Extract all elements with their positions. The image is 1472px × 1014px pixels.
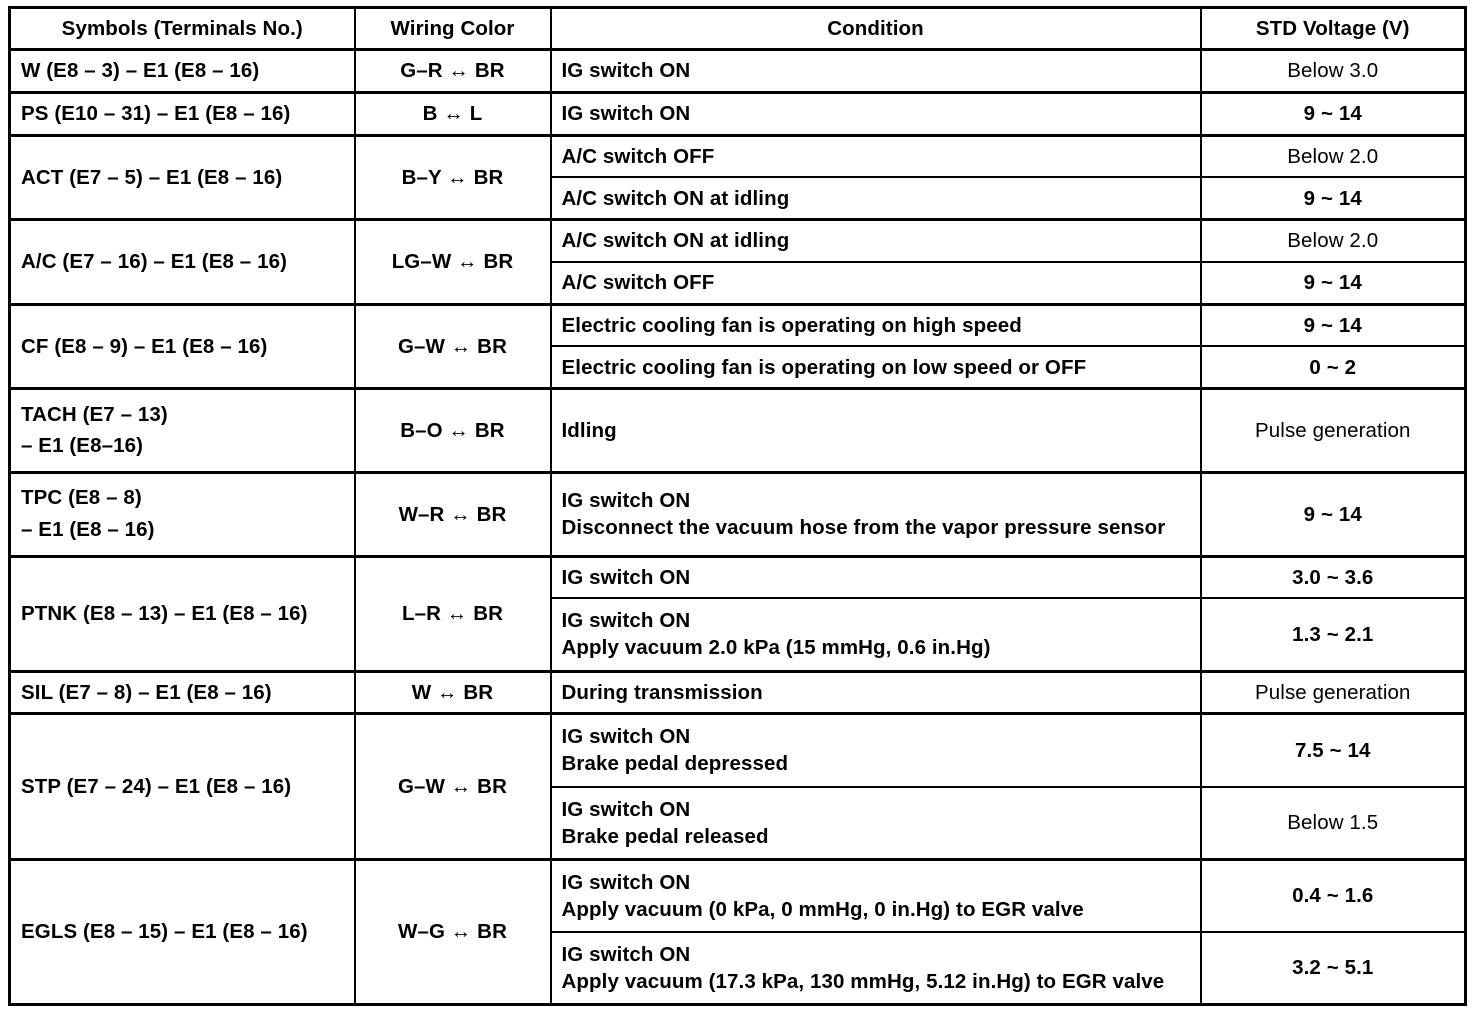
cell-condition: A/C switch OFF (549, 133, 1202, 179)
cell-wiring-color: G–W ↔ BR (353, 712, 552, 861)
cell-condition: IG switch ON Apply vacuum (17.3 kPa, 130… (549, 930, 1202, 1006)
table-row: A/C (E7 – 16) – E1 (E8 – 16) LG–W ↔ BR A/C… (8, 218, 1467, 306)
cell-symbol: PTNK (E8 – 13) – E1 (E8 – 16) (8, 554, 356, 673)
cell-condition: IG switch ON (549, 554, 1202, 600)
cell-std-voltage: Pulse generation (1199, 669, 1467, 715)
cell-condition: A/C switch OFF (549, 260, 1202, 306)
cell-std-voltage: 7.5 ~ 14 (1199, 712, 1467, 788)
cell-std-voltage: Below 3.0 (1199, 48, 1467, 94)
table-row: CF (E8 – 9) – E1 (E8 – 16) G–W ↔ BR Electr… (8, 302, 1467, 390)
table-row: IG switch ON Apply vacuum (17.3 kPa, 130… (10, 930, 1467, 1006)
cell-condition: Idling (549, 387, 1202, 474)
cell-wiring-color: B–O ↔ BR (353, 387, 552, 474)
cell-condition: A/C switch ON at idling (549, 218, 1202, 263)
cell-std-voltage: 0.4 ~ 1.6 (1199, 857, 1467, 933)
table-row: STP (E7 – 24) – E1 (E8 – 16) G–W ↔ BR IG s… (8, 712, 1467, 861)
table-row: IG switch ON Brake pedal released Below 1… (10, 785, 1467, 861)
header-row: Symbols (Terminals No.) Wiring Color Con… (8, 6, 1467, 51)
table-row: TPC (E8 – 8) – E1 (E8 – 16) W–R ↔ BR IG sw… (8, 470, 1467, 558)
cell-wiring-color: LG–W ↔ BR (353, 218, 552, 306)
cell-std-voltage: Below 2.0 (1199, 133, 1467, 179)
header-wiring-color: Wiring Color (353, 6, 552, 51)
cell-symbol: SIL (E7 – 8) – E1 (E8 – 16) (8, 669, 356, 715)
cell-symbol: TPC (E8 – 8) – E1 (E8 – 16) (8, 470, 356, 558)
table-row: PS (E10 – 31) – E1 (E8 – 16) B ↔ L IG swit… (8, 90, 1467, 137)
table-row: A/C switch ON at idling 9 ~ 14 (10, 176, 1467, 221)
header-condition: Condition (549, 6, 1202, 51)
cell-condition: Electric cooling fan is operating on low… (549, 345, 1202, 390)
table-row: SIL (E7 – 8) – E1 (E8 – 16) W ↔ BR During … (8, 669, 1467, 715)
cell-std-voltage: 3.2 ~ 5.1 (1199, 930, 1467, 1006)
table-header: Symbols (Terminals No.) Wiring Color Con… (8, 6, 1467, 51)
cell-condition: Electric cooling fan is operating on hig… (549, 302, 1202, 348)
cell-symbol: TACH (E7 – 13) – E1 (E8–16) (8, 387, 356, 474)
table-row: Electric cooling fan is operating on low… (10, 345, 1467, 390)
cell-wiring-color: W ↔ BR (353, 669, 552, 715)
table-row: A/C switch OFF 9 ~ 14 (10, 260, 1467, 306)
table-body: W (E8 – 3) – E1 (E8 – 16) G–R ↔ BR IG swit… (8, 48, 1467, 1006)
cell-std-voltage: Below 1.5 (1199, 785, 1467, 861)
cell-condition: During transmission (549, 669, 1202, 715)
cell-wiring-color: B–Y ↔ BR (353, 133, 552, 221)
cell-condition: IG switch ON Apply vacuum (0 kPa, 0 mmHg… (549, 857, 1202, 933)
cell-std-voltage: 9 ~ 14 (1199, 90, 1467, 137)
cell-wiring-color: G–W ↔ BR (353, 302, 552, 390)
cell-wiring-color: B ↔ L (353, 90, 552, 137)
table-row: W (E8 – 3) – E1 (E8 – 16) G–R ↔ BR IG swit… (8, 48, 1467, 94)
cell-condition: IG switch ON Apply vacuum 2.0 kPa (15 mm… (549, 597, 1202, 673)
cell-std-voltage: 9 ~ 14 (1199, 302, 1467, 348)
table-row: TACH (E7 – 13) – E1 (E8–16) B–O ↔ BR Idlin… (8, 387, 1467, 474)
header-symbols: Symbols (Terminals No.) (8, 6, 356, 51)
cell-symbol: EGLS (E8 – 15) – E1 (E8 – 16) (8, 857, 356, 1006)
cell-std-voltage: 9 ~ 14 (1199, 176, 1467, 221)
cell-std-voltage: Pulse generation (1199, 387, 1467, 474)
cell-wiring-color: G–R ↔ BR (353, 48, 552, 94)
cell-condition: IG switch ON (549, 90, 1202, 137)
cell-wiring-color: W–G ↔ BR (353, 857, 552, 1006)
cell-condition: A/C switch ON at idling (549, 176, 1202, 221)
cell-std-voltage: 3.0 ~ 3.6 (1199, 554, 1467, 600)
cell-wiring-color: L–R ↔ BR (353, 554, 552, 673)
table-row: ACT (E7 – 5) – E1 (E8 – 16) B–Y ↔ BR A/C s… (8, 133, 1467, 221)
cell-condition: IG switch ON (549, 48, 1202, 94)
ecu-terminal-voltage-table: Symbols (Terminals No.) Wiring Color Con… (8, 6, 1467, 1006)
cell-wiring-color: W–R ↔ BR (353, 470, 552, 558)
cell-symbol: W (E8 – 3) – E1 (E8 – 16) (8, 48, 356, 94)
cell-condition: IG switch ON Brake pedal released (549, 785, 1202, 861)
cell-symbol: CF (E8 – 9) – E1 (E8 – 16) (8, 302, 356, 390)
header-std-voltage: STD Voltage (V) (1199, 6, 1467, 51)
cell-std-voltage: 1.3 ~ 2.1 (1199, 597, 1467, 673)
cell-std-voltage: Below 2.0 (1199, 218, 1467, 263)
cell-std-voltage: 9 ~ 14 (1199, 470, 1467, 558)
cell-condition: IG switch ON Brake pedal depressed (549, 712, 1202, 788)
cell-condition: IG switch ON Disconnect the vacuum hose … (549, 470, 1202, 558)
cell-symbol: PS (E10 – 31) – E1 (E8 – 16) (8, 90, 356, 137)
table-row: IG switch ON Apply vacuum 2.0 kPa (15 mm… (10, 597, 1467, 673)
cell-symbol: A/C (E7 – 16) – E1 (E8 – 16) (8, 218, 356, 306)
cell-symbol: STP (E7 – 24) – E1 (E8 – 16) (8, 712, 356, 861)
cell-symbol: ACT (E7 – 5) – E1 (E8 – 16) (8, 133, 356, 221)
cell-std-voltage: 9 ~ 14 (1199, 260, 1467, 306)
table-row: PTNK (E8 – 13) – E1 (E8 – 16) L–R ↔ BR IG … (8, 554, 1467, 673)
table-row: EGLS (E8 – 15) – E1 (E8 – 16) W–G ↔ BR IG … (8, 857, 1467, 1006)
cell-std-voltage: 0 ~ 2 (1199, 345, 1467, 390)
